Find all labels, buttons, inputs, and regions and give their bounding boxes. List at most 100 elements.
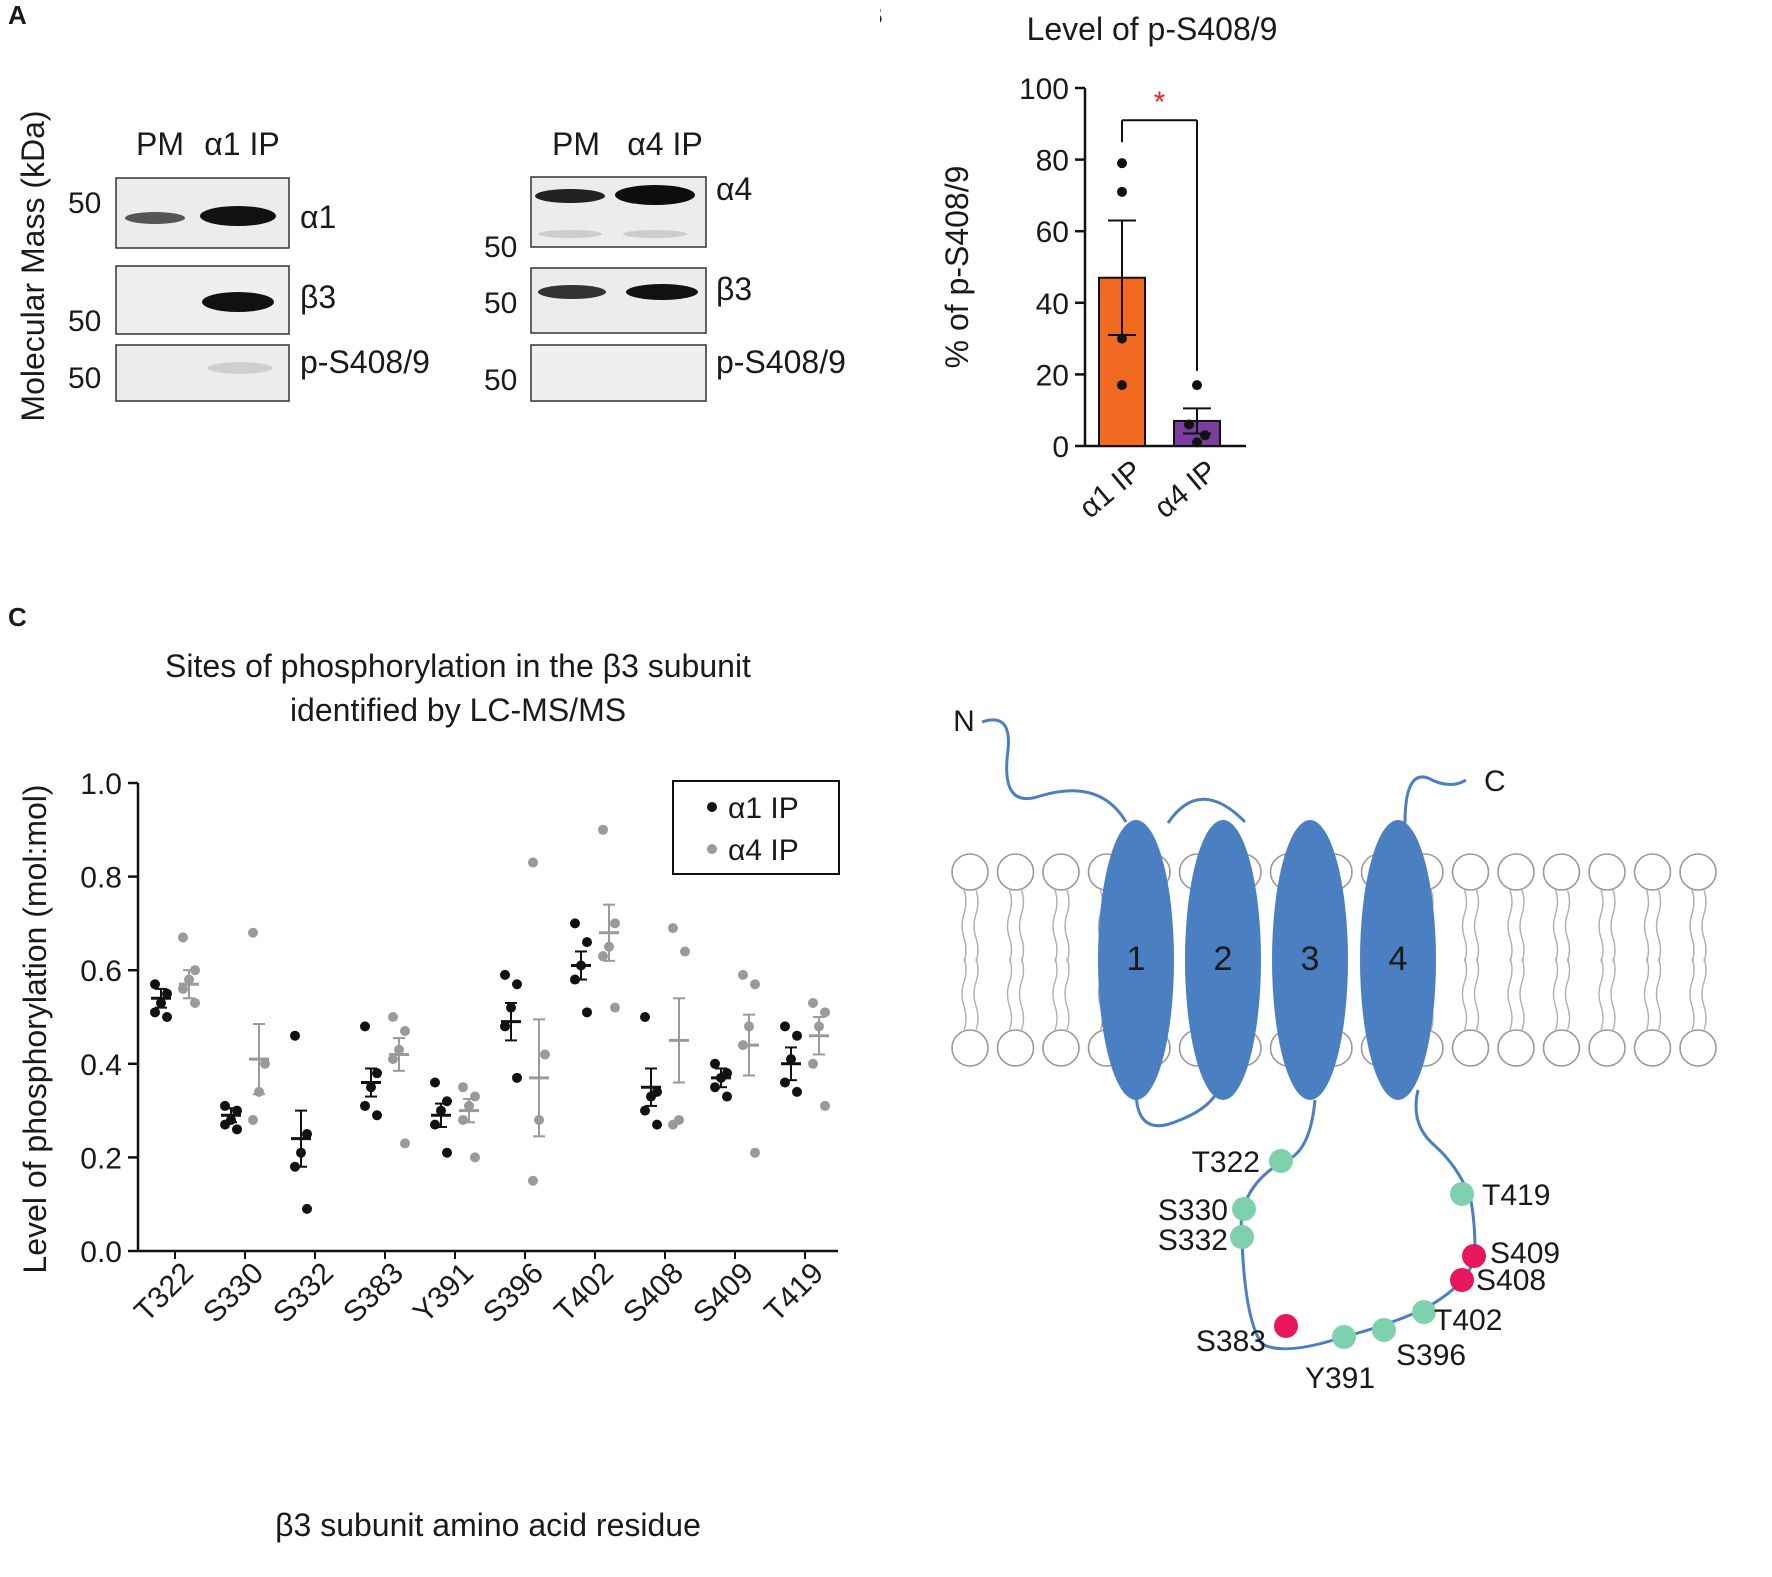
data-point <box>470 1152 480 1163</box>
x-tick-label: α1 IP <box>1073 454 1148 525</box>
x-axis-label: β3 subunit amino acid residue <box>275 1507 701 1543</box>
blot-row-label: β3 <box>300 279 336 315</box>
y-tick-label: 0.8 <box>80 862 122 895</box>
blot-band <box>535 189 605 203</box>
lipid-head <box>1542 1029 1581 1067</box>
mw-marker: 50 <box>484 287 517 320</box>
data-point <box>290 1030 300 1041</box>
data-point <box>710 1058 720 1069</box>
lipid-tail <box>1473 889 1480 963</box>
blot-row-label: p-S408/9 <box>300 344 430 380</box>
data-point <box>220 1119 230 1130</box>
data-point <box>808 1058 818 1069</box>
data-point <box>570 918 580 929</box>
lipid-tail <box>1564 957 1571 1031</box>
chart-title: Level of p-S408/9 <box>1027 11 1278 47</box>
blot-band <box>615 185 695 205</box>
data-point <box>150 1007 160 1018</box>
legend-label: α4 IP <box>728 834 799 867</box>
x-tick-label: S396 <box>477 1257 550 1330</box>
lipid-head <box>996 853 1035 891</box>
mw-marker: 50 <box>68 362 101 395</box>
blot-alpha1: PM α1 IP α1 50 β3 50 p-S408/9 50 <box>68 126 430 402</box>
blot-strip <box>530 267 707 334</box>
data-point <box>162 1012 172 1022</box>
x-tick-label: T322 <box>128 1257 200 1329</box>
lane-label: PM <box>552 126 600 162</box>
site-label: T322 <box>1192 1146 1260 1179</box>
data-point <box>668 923 678 934</box>
blot-row-label: α1 <box>300 199 336 235</box>
lipid-head <box>1588 1029 1626 1067</box>
data-point <box>248 1114 258 1125</box>
phosphorylation-site <box>1412 1300 1436 1324</box>
n-terminus-label: N <box>953 705 975 738</box>
data-point <box>430 1077 440 1088</box>
panel-letter-b: B <box>880 0 883 30</box>
lipid-head <box>1679 853 1717 891</box>
lipid-tail <box>1052 889 1058 963</box>
helix-label: 4 <box>1389 940 1408 978</box>
mw-marker: 50 <box>68 187 101 220</box>
mw-marker: 50 <box>68 305 101 338</box>
lipid-tail <box>1006 889 1013 963</box>
site-label: T402 <box>1434 1304 1502 1337</box>
data-point <box>178 983 188 994</box>
data-point <box>400 1026 410 1037</box>
lipid-tail <box>1655 889 1662 963</box>
x-tick-label: S409 <box>687 1257 760 1330</box>
phosphorylation-site <box>1450 1182 1474 1206</box>
data-point <box>1117 186 1127 197</box>
lipid-tail <box>1473 957 1480 1031</box>
site-label: S409 <box>1490 1237 1560 1270</box>
data-point <box>458 1114 468 1125</box>
blot-band <box>125 212 185 224</box>
data-point <box>792 1030 802 1041</box>
data-point <box>668 1119 678 1130</box>
panel-d-topology-diagram: D 1234NCT322S330S332S383Y391S396T402S408… <box>951 705 1717 1395</box>
phosphorylation-site <box>1269 1149 1293 1173</box>
lipid-tail <box>1064 889 1070 963</box>
helix-label: 2 <box>1214 940 1233 978</box>
blot-y-axis-label: Molecular Mass (kDa) <box>15 110 51 421</box>
lipid-tail <box>1507 957 1513 1031</box>
chart-title-line: Sites of phosphorylation in the β3 subun… <box>165 648 751 684</box>
data-point <box>680 946 690 957</box>
lipid-tail <box>1018 889 1025 963</box>
data-point <box>302 1203 312 1214</box>
blot-strip <box>115 344 290 402</box>
legend-label: α1 IP <box>728 792 799 825</box>
data-point <box>1117 333 1127 344</box>
blot-band <box>626 284 698 300</box>
data-point <box>470 1091 480 1102</box>
y-tick-label: 0 <box>1052 431 1069 464</box>
lipid-head <box>951 853 989 891</box>
data-point <box>232 1124 242 1135</box>
data-point <box>640 1105 650 1116</box>
mw-marker: 50 <box>484 231 517 264</box>
lipid-head <box>1633 853 1672 891</box>
data-point <box>820 1100 830 1111</box>
y-tick-label: 40 <box>1036 288 1069 321</box>
lipid-tail <box>1689 889 1695 963</box>
blot-band <box>208 362 272 374</box>
blot-row-label: β3 <box>716 271 752 307</box>
data-point <box>360 1021 370 1032</box>
extracellular-loop <box>1166 797 1247 824</box>
site-label: Y391 <box>1305 1362 1375 1395</box>
phosphorylation-site <box>1230 1225 1254 1249</box>
lipid-head <box>1451 1029 1490 1067</box>
blot-band <box>200 206 276 226</box>
site-label: S383 <box>1196 1325 1266 1358</box>
blot-band <box>538 230 602 238</box>
lipid-head <box>1542 853 1581 891</box>
data-point <box>372 1068 382 1079</box>
data-point <box>582 1007 592 1018</box>
mw-marker: 50 <box>484 364 517 397</box>
y-tick-label: 0.0 <box>80 1236 122 1269</box>
data-point <box>302 1129 312 1139</box>
transmembrane-helix <box>1272 820 1348 1100</box>
data-point <box>598 824 608 835</box>
data-point <box>260 1058 270 1069</box>
x-tick-label: T402 <box>548 1257 620 1329</box>
